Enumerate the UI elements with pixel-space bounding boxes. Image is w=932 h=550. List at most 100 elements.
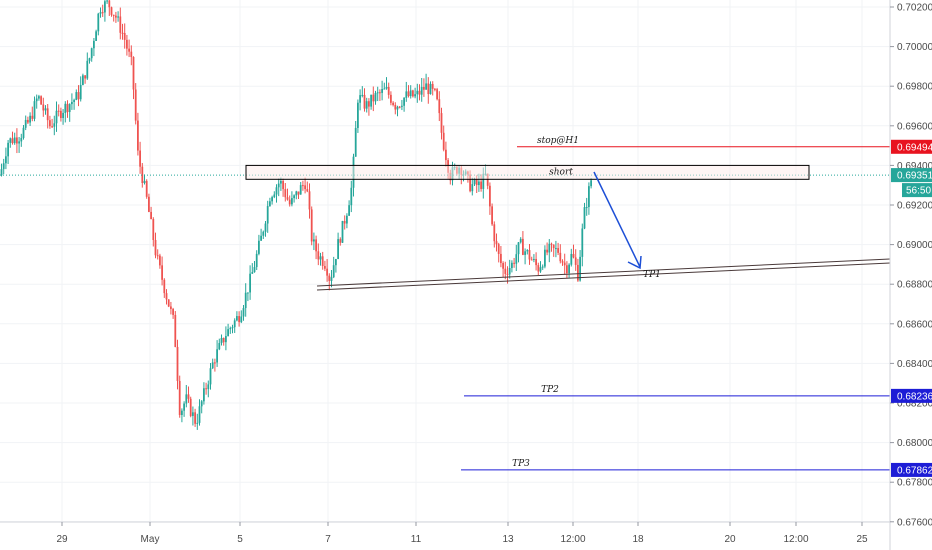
candle-body (205, 388, 207, 390)
candle-body (57, 110, 60, 112)
candle-body (255, 253, 258, 268)
candle-body (82, 75, 84, 85)
candle-body (319, 256, 322, 260)
candle-body (590, 180, 592, 187)
time-tick-label: May (141, 534, 160, 545)
candle-body (511, 262, 513, 269)
forecast-arrow-head (627, 255, 642, 270)
candle-body (438, 99, 441, 114)
candle-body (242, 308, 245, 317)
candle-body (112, 14, 115, 16)
candle-body (434, 88, 436, 90)
candle-body (535, 258, 537, 266)
candle-body (315, 239, 317, 252)
candle-body (53, 123, 56, 127)
candle-body (497, 244, 500, 254)
candle-body (108, 0, 111, 8)
candle-body (273, 194, 276, 198)
candle-body (11, 138, 14, 144)
candle-body (181, 410, 183, 415)
trendline-lower[interactable] (316, 262, 891, 291)
candle-body (306, 189, 309, 192)
candle-body (170, 306, 172, 309)
candle-body (326, 268, 328, 276)
candle-body (304, 185, 306, 190)
candle-body (489, 185, 491, 207)
candle-body (493, 224, 496, 242)
candle-body (251, 272, 254, 274)
candle-body (299, 185, 302, 195)
candle-body (515, 254, 518, 264)
candle-body (405, 91, 408, 98)
candle-body (471, 184, 474, 192)
candle-body (152, 219, 155, 241)
candle-body (167, 299, 170, 307)
candle-body (189, 398, 192, 416)
candle-body (249, 273, 251, 293)
drawings: stop@H1 TP2 TP3 short TP1 (0, 136, 891, 471)
candle-body (539, 267, 542, 272)
candle-body (185, 394, 188, 404)
current-price-tag-text: 0.69351 (897, 171, 932, 182)
candle-body (310, 209, 313, 242)
candle-body (277, 183, 280, 188)
candle-body (161, 265, 163, 280)
candle-body (574, 257, 577, 265)
candle-body (280, 180, 282, 184)
candle-body (387, 86, 390, 95)
candle-body (271, 197, 273, 202)
candle-body (97, 13, 100, 32)
candle-body (75, 92, 78, 100)
candle-body (570, 253, 573, 265)
price-axis[interactable]: 0.70200 0.70000 0.69800 0.69600 0.69400 0.692… (889, 0, 932, 550)
time-tick-label: 18 (632, 534, 644, 545)
candle-body (517, 242, 520, 255)
candle-body (126, 39, 128, 49)
time-tick-label: 5 (237, 534, 243, 545)
candle-body (172, 308, 174, 315)
candle-body (51, 126, 53, 128)
candle-body (436, 89, 438, 100)
candle-body (328, 275, 331, 281)
candle-body (425, 83, 427, 90)
trendline-upper[interactable] (316, 258, 891, 287)
candle-body (379, 92, 381, 94)
candle-body (258, 240, 260, 254)
tp2-price-tag-text: 0.68236 (897, 391, 932, 402)
candle-body (156, 255, 159, 257)
time-tick-label: 20 (724, 534, 736, 545)
tp3-price-tag (891, 462, 932, 477)
candle-body (321, 256, 324, 266)
time-axis[interactable]: 29 May 5 7 11 13 12:00 18 20 12:00 25 (0, 521, 890, 545)
candle-body (442, 132, 445, 150)
candle-body (117, 16, 119, 18)
candle-body (143, 180, 146, 183)
candle-body (86, 60, 89, 79)
candle-body (22, 127, 25, 138)
candle-body (343, 220, 346, 224)
candle-body (46, 108, 49, 121)
candle-body (260, 235, 262, 241)
candle-body (68, 104, 71, 113)
candle-body (198, 406, 201, 423)
candle-body (163, 279, 166, 294)
candle-body (383, 88, 386, 90)
candle-body (20, 137, 23, 142)
candle-body (38, 96, 40, 99)
stop-price-tag (891, 139, 932, 154)
candle-body (106, 0, 108, 2)
candle-body (192, 412, 194, 416)
price-tick-label: 0.70000 (897, 42, 932, 53)
candle-body (123, 33, 126, 40)
short-zone-box[interactable] (245, 164, 810, 180)
candle-body (236, 316, 238, 321)
candle-body (183, 403, 185, 411)
candle-body (132, 57, 135, 90)
candle-body (370, 94, 372, 107)
candle-body (229, 328, 232, 330)
candle-body (350, 187, 353, 206)
candle-body (40, 96, 42, 105)
candle-body (416, 90, 419, 95)
candle-body (473, 179, 476, 185)
